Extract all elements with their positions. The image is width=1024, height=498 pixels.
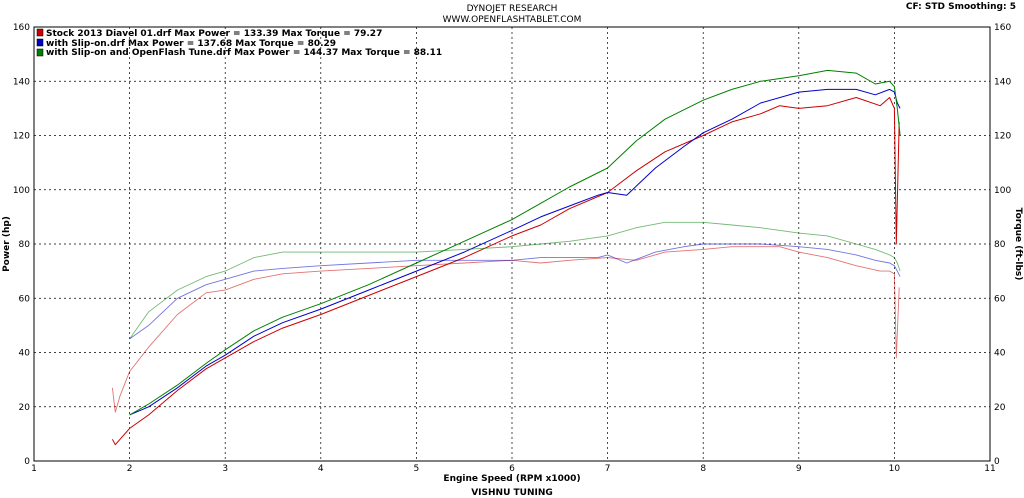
- y-axis-label: Power (hp): [2, 216, 12, 272]
- y-tick-label: 60: [19, 294, 31, 304]
- y2-tick-label: 140: [994, 77, 1011, 87]
- legend: Stock 2013 Diavel 01.drf Max Power = 133…: [36, 28, 442, 58]
- x-tick-label: 8: [700, 464, 706, 474]
- legend-swatch-tune: [36, 48, 44, 57]
- x-tick-label: 10: [889, 464, 901, 474]
- x-tick-label: 1: [31, 464, 37, 474]
- legend-label-slip-on: with Slip-on.drf Max Power = 137.68 Max …: [46, 39, 336, 49]
- y-tick-label: 80: [19, 240, 31, 250]
- footer-label: VISHNU TUNING: [471, 488, 553, 498]
- x-tick-label: 4: [318, 464, 324, 474]
- y-tick-label: 100: [13, 186, 30, 196]
- y2-tick-label: 20: [994, 403, 1006, 413]
- torque-line-slip-on: [129, 243, 901, 340]
- y-tick-label: 40: [19, 349, 31, 359]
- y2-tick-label: 80: [994, 240, 1006, 250]
- y-tick-label: 0: [24, 457, 30, 467]
- torque-line-stock: [111, 246, 900, 413]
- power-line-stock: [111, 97, 900, 446]
- header-title: DYNOJET RESEARCH: [467, 4, 558, 14]
- legend-swatch-stock: [36, 28, 44, 37]
- x-tick-label: 9: [796, 464, 802, 474]
- y2-tick-label: 160: [994, 23, 1011, 33]
- legend-swatch-slip-on: [36, 38, 44, 47]
- power-line-slip-on: [129, 88, 901, 416]
- power-line-tune: [129, 69, 901, 416]
- y2-axis-label: Torque (ft-lbs): [1013, 208, 1023, 281]
- x-axis-label: Engine Speed (RPM x1000): [443, 474, 580, 484]
- y2-tick-label: 0: [994, 457, 1000, 467]
- legend-label-tune: with Slip-on and OpenFlash Tune.drf Max …: [46, 48, 442, 58]
- x-tick-label: 5: [414, 464, 420, 474]
- series-lines: [111, 69, 901, 446]
- y-tick-label: 20: [19, 403, 31, 413]
- x-tick-label: 7: [605, 464, 611, 474]
- grid-lines: [34, 27, 990, 461]
- y2-tick-label: 40: [994, 349, 1006, 359]
- y2-tick-label: 100: [994, 186, 1011, 196]
- y2-tick-label: 120: [994, 132, 1011, 142]
- y-tick-label: 160: [13, 23, 30, 33]
- x-tick-label: 11: [984, 464, 995, 474]
- y-tick-label: 120: [13, 132, 30, 142]
- header-website: WWW.OPENFLASHTABLET.COM: [443, 15, 582, 25]
- x-tick-label: 3: [222, 464, 228, 474]
- torque-line-tune: [129, 221, 901, 340]
- legend-label-stock: Stock 2013 Diavel 01.drf Max Power = 133…: [46, 29, 382, 39]
- y-tick-label: 140: [13, 77, 30, 87]
- x-tick-label: 2: [127, 464, 133, 474]
- header-settings: CF: STD Smoothing: 5: [906, 2, 1016, 12]
- y2-tick-label: 60: [994, 294, 1006, 304]
- x-tick-label: 6: [509, 464, 515, 474]
